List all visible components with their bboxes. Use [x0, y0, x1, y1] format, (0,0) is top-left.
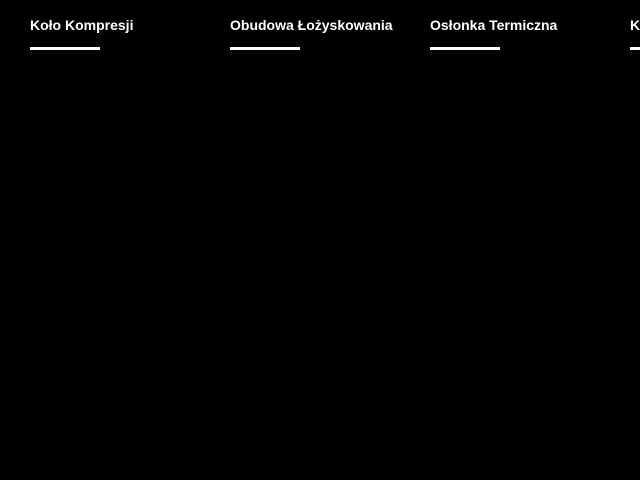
- field-label: Osłonka Termiczna: [430, 17, 558, 33]
- turbo-parts-form: Koło Kompresji Obudowa Łożyskowania Osło…: [30, 18, 640, 78]
- field-oslonka-termiczna: Osłonka Termiczna: [430, 18, 630, 78]
- field-value-line: [630, 47, 640, 50]
- field-label: Kierownica Spalin: [630, 17, 640, 33]
- field-value-line: [30, 47, 100, 50]
- field-obudowa-lozyskowania: Obudowa Łożyskowania: [230, 18, 430, 78]
- field-value-line: [230, 47, 300, 50]
- field-kierownica-spalin: Kierownica Spalin: [630, 18, 640, 78]
- field-kolo-kompresji: Koło Kompresji: [30, 18, 230, 78]
- field-value-line: [430, 47, 500, 50]
- field-label: Koło Kompresji: [30, 17, 134, 33]
- field-label: Obudowa Łożyskowania: [230, 17, 393, 33]
